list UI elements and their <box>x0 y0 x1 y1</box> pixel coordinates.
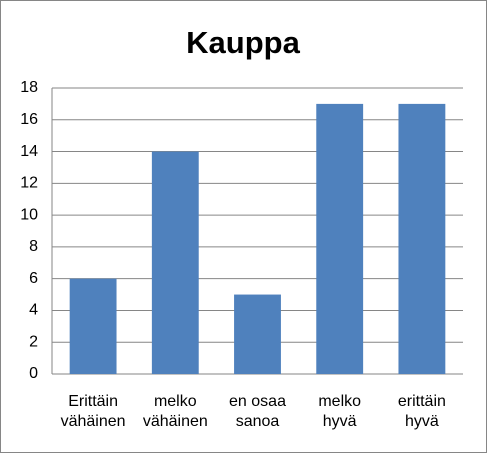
bar <box>316 103 364 374</box>
y-tick-label: 6 <box>29 270 38 287</box>
x-tick-label: melko hyvä <box>318 393 362 430</box>
x-tick-label: melko vähäinen <box>142 393 208 430</box>
bar <box>151 151 199 374</box>
bar <box>398 103 446 374</box>
y-tick-label: 4 <box>29 302 38 319</box>
y-tick-label: 18 <box>20 79 38 96</box>
y-tick-label: 12 <box>20 175 38 192</box>
y-tick-label: 0 <box>29 365 38 382</box>
y-tick-label: 10 <box>20 206 38 223</box>
y-tick-label: 14 <box>20 143 38 160</box>
y-tick-label: 8 <box>29 238 38 255</box>
x-tick-label: Erittäin vähäinen <box>60 393 126 430</box>
y-tick-label: 16 <box>20 111 38 128</box>
chart-title: Kauppa <box>186 25 300 60</box>
bar <box>234 294 281 374</box>
x-tick-label: erittäin hyvä <box>397 393 446 430</box>
bar <box>69 278 117 374</box>
y-tick-label: 2 <box>29 333 38 350</box>
x-tick-label: en osaa sanoa <box>229 393 286 430</box>
